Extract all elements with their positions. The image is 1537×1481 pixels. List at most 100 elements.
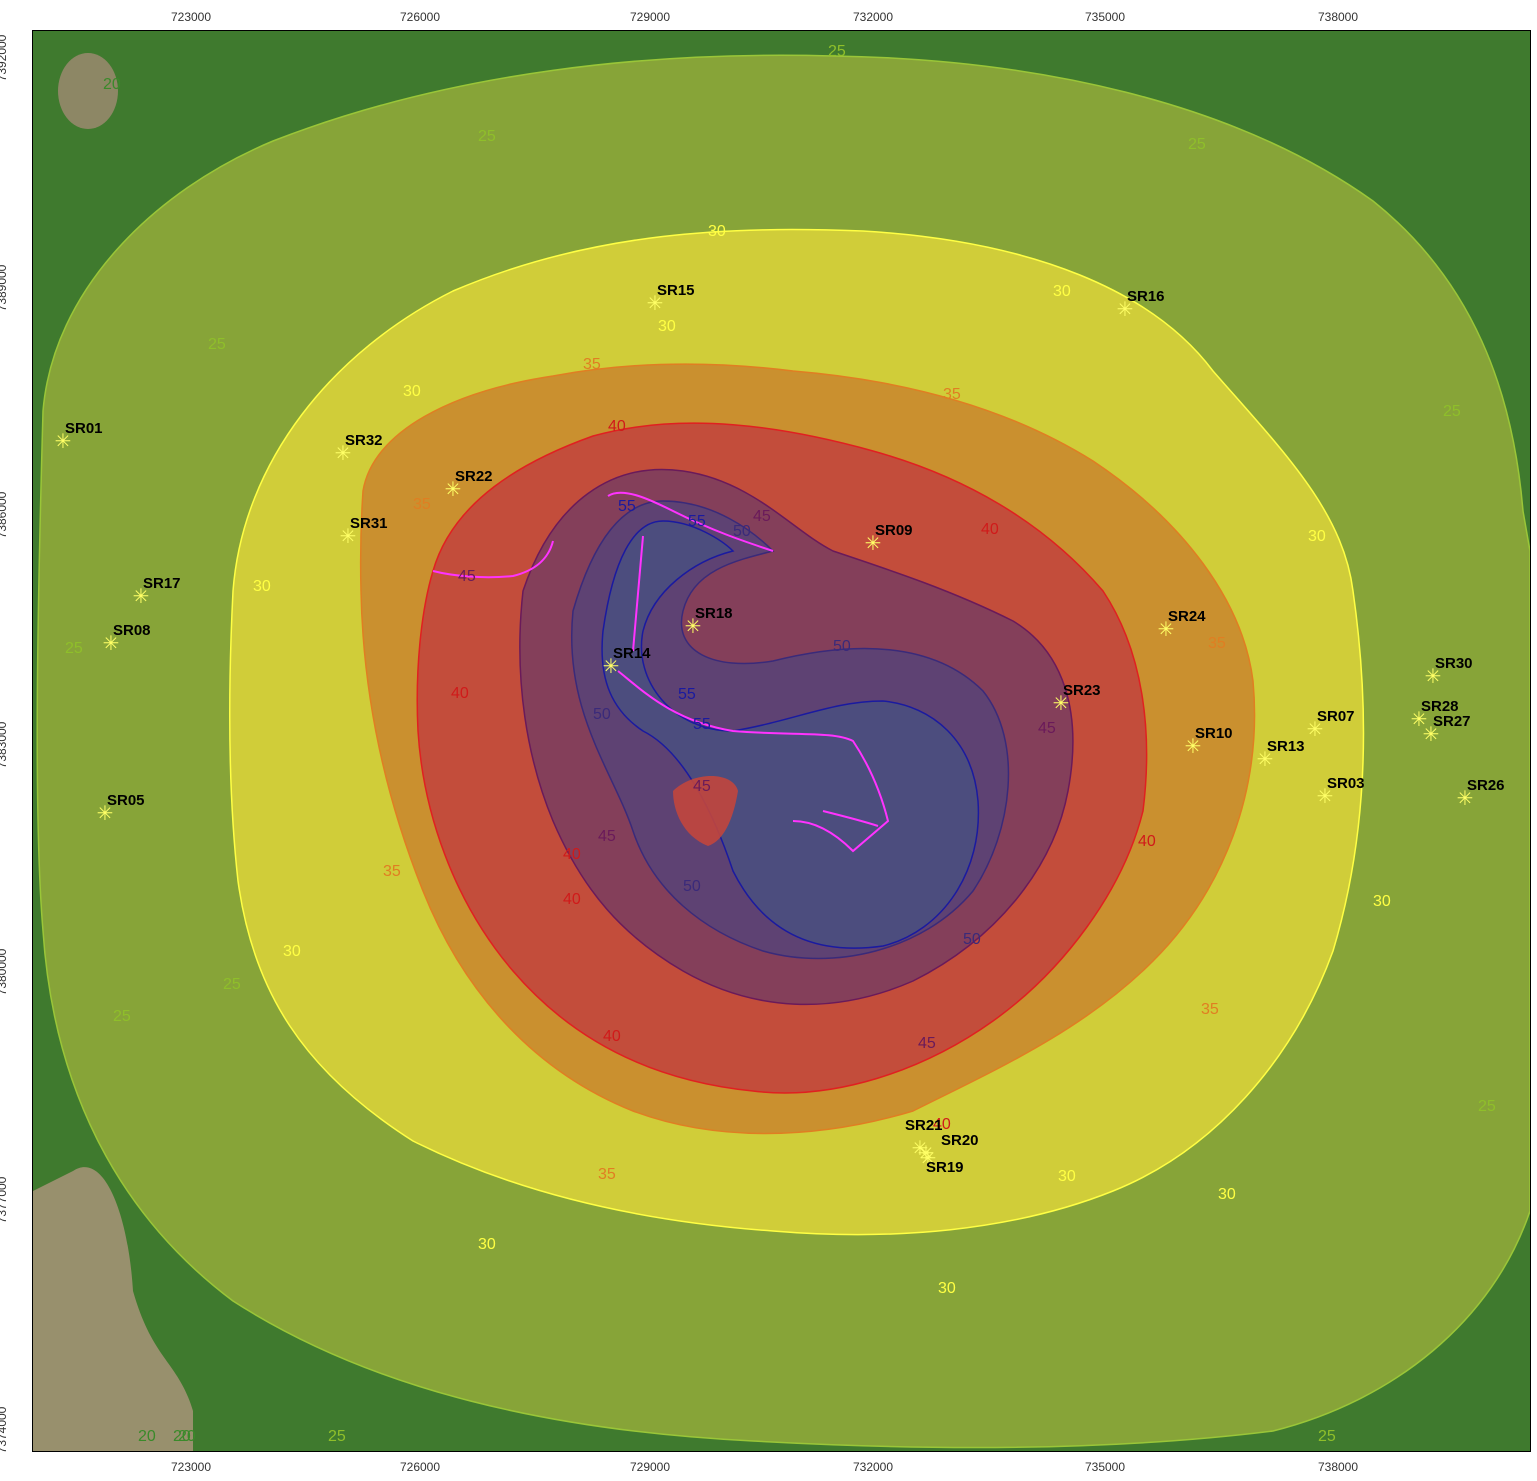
contour-label: 30	[253, 578, 271, 595]
receptor-label: SR21	[905, 1117, 943, 1134]
receptor-label: SR07	[1317, 708, 1355, 725]
contour-label: 55	[618, 498, 636, 515]
receptor-sr28: ✳SR28	[1411, 698, 1459, 731]
bare-soil-patch	[33, 1167, 193, 1451]
contour-label: 25	[1188, 136, 1206, 153]
x-tick-label-top: 735000	[1084, 10, 1126, 24]
receptor-sr10: ✳SR10	[1185, 725, 1233, 758]
y-tick-label: 7383000	[0, 721, 9, 769]
receptor-sr27: ✳SR27	[1423, 713, 1471, 746]
source-lines	[432, 491, 890, 853]
contour-label: 45	[1038, 720, 1056, 737]
receptor-sr20: ✳ SR20	[918, 1132, 979, 1165]
contour-label: 50	[833, 638, 851, 655]
receptor-marker-icon: ✳	[918, 1141, 935, 1165]
receptor-sr23: ✳SR23	[1053, 682, 1101, 715]
contour-label: 30	[1373, 893, 1391, 910]
receptor-marker-icon: ✳	[685, 614, 702, 638]
receptor-marker-icon: ✳	[1411, 707, 1428, 731]
receptor-label: SR16	[1127, 288, 1165, 305]
receptor-label: SR24	[1168, 608, 1206, 625]
contour-label: 45	[693, 778, 711, 795]
receptor-label: SR31	[350, 515, 388, 532]
contour-label: 30	[1218, 1186, 1236, 1203]
receptor-sr19: ✳SR19	[920, 1146, 964, 1176]
contour-label: 55	[693, 716, 711, 733]
receptor-marker-icon: ✳	[1425, 664, 1442, 688]
contour-label: 25	[113, 1008, 131, 1025]
y-tick-label: 7374000	[0, 1406, 9, 1454]
receptor-marker-icon: ✳	[103, 631, 120, 655]
receptor-label: SR22	[455, 468, 493, 485]
y-tick-label: 7389000	[0, 264, 9, 312]
receptor-sr26: ✳SR26	[1457, 777, 1505, 810]
contour-label: 30	[1053, 283, 1071, 300]
source-line	[617, 670, 890, 853]
receptor-sr17: ✳SR17	[133, 575, 181, 608]
receptor-label: SR20	[941, 1132, 979, 1149]
x-tick-label-top: 726000	[399, 10, 441, 24]
y-tick-label: 7377000	[0, 1176, 9, 1224]
receptor-marker-icon: ✳	[55, 429, 72, 453]
contour-label: 50	[733, 523, 751, 540]
contour-label: 20	[103, 76, 121, 93]
receptor-marker-icon: ✳	[865, 531, 882, 555]
receptor-label: SR05	[107, 792, 145, 809]
noise-contour-map: 20 20 20 20 25 25 25 25 25 25 25 25 25 25 25 30 30 30 30 30…	[32, 30, 1531, 1452]
contour-label: 20	[173, 1428, 191, 1445]
receptor-label: SR27	[1433, 713, 1471, 730]
contour-label: 25	[65, 640, 83, 657]
contour-label: 35	[1201, 1001, 1219, 1018]
contour-label: 25	[1318, 1428, 1336, 1445]
receptor-label: SR14	[613, 645, 651, 662]
receptor-marker-icon: ✳	[647, 291, 664, 315]
receptor-sr32: ✳SR32	[335, 432, 383, 465]
receptor-sr31: ✳SR31	[340, 515, 388, 548]
contour-label: 35	[583, 356, 601, 373]
source-line	[432, 540, 554, 579]
receptor-sr08: ✳SR08	[103, 622, 151, 655]
receptor-sr24: ✳SR24	[1158, 608, 1207, 641]
receptor-label: SR08	[113, 622, 151, 639]
receptor-marker-icon: ✳	[912, 1136, 929, 1160]
receptor-marker-icon: ✳	[1158, 617, 1175, 641]
contour-label: 45	[753, 508, 771, 525]
contour-label: 30	[403, 383, 421, 400]
contour-label: 40	[1138, 833, 1156, 850]
contour-label: 25	[478, 128, 496, 145]
contour-label: 30	[283, 943, 301, 960]
contour-label: 40	[608, 418, 626, 435]
receptor-label: SR10	[1195, 725, 1233, 742]
contour-label: 30	[478, 1236, 496, 1253]
contour-label: 40	[603, 1028, 621, 1045]
receptor-label: SR09	[875, 522, 913, 539]
contour-label: 50	[683, 878, 701, 895]
x-tick-label-bottom: 735000	[1084, 1460, 1126, 1474]
receptor-marker-icon: ✳	[1457, 786, 1474, 810]
receptor-marker-icon: ✳	[1317, 784, 1334, 808]
contour-label: 25	[208, 336, 226, 353]
contour-label: 30	[1308, 528, 1326, 545]
x-tick-label-top: 723000	[170, 10, 212, 24]
contour-label: 25	[828, 43, 846, 60]
contour-label: 45	[458, 568, 476, 585]
receptor-marker-icon: ✳	[1117, 297, 1134, 321]
receptor-sr09: ✳SR09	[865, 522, 913, 555]
receptor-sr03: ✳SR03	[1317, 775, 1365, 808]
contour-label: 45	[598, 828, 616, 845]
receptor-marker-icon: ✳	[603, 654, 620, 678]
contour-label: 35	[413, 496, 431, 513]
receptor-marker-icon: ✳	[133, 584, 150, 608]
contour-label: 50	[593, 706, 611, 723]
receptor-label: SR30	[1435, 655, 1473, 672]
receptor-sr18: ✳SR18	[685, 605, 733, 638]
contour-label: 40	[451, 685, 469, 702]
receptor-marker-icon: ✳	[340, 524, 357, 548]
contour-label: 25	[1478, 1098, 1496, 1115]
zone-45-island	[673, 776, 738, 846]
x-tick-label-bottom: 738000	[1317, 1460, 1359, 1474]
receptor-label: SR01	[65, 420, 103, 437]
contour-label: 35	[598, 1166, 616, 1183]
x-tick-label-top: 738000	[1317, 10, 1359, 24]
